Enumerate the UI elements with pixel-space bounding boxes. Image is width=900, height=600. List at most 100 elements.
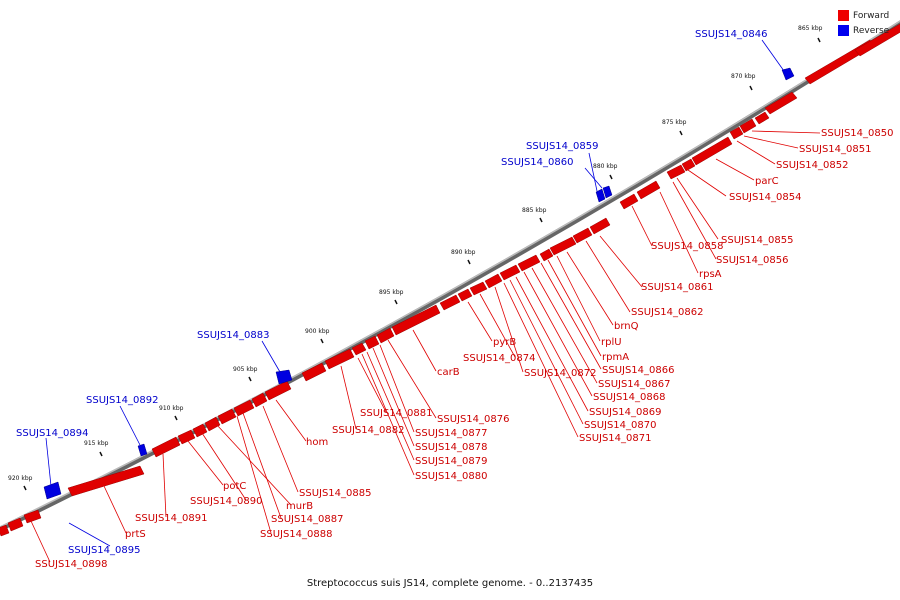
forward-gene-block [539,248,554,262]
forward-gene-label: SSUJS14_0876 [437,414,510,425]
forward-gene-block [364,335,380,350]
forward-gene-block [7,517,24,532]
forward-gene-label: SSUJS14_0855 [721,235,794,246]
forward-swatch [838,10,849,21]
genome-backbone-highlight [0,20,900,528]
forward-gene-block [376,327,395,344]
forward-gene-label: SSUJS14_0882 [332,425,405,436]
reverse-gene-block [43,481,62,500]
genome-backbone [0,20,900,532]
forward-gene-block [192,423,208,438]
forward-gene-block [666,164,686,180]
kbp-tick-mark [539,217,543,223]
forward-gene-label: SSUJS14_0851 [799,144,872,155]
forward-gene-block [457,288,473,302]
forward-gene-label: SSUJS14_0888 [260,529,333,540]
kbp-tick-label: 875 kbp [662,119,687,126]
forward-gene-label: SSUJS14_0850 [821,128,894,139]
forward-gene-label: SSUJS14_0852 [776,160,849,171]
kbp-tick-mark [394,299,398,305]
forward-gene-block [439,294,461,311]
kbp-tick-label: 890 kbp [451,249,476,256]
forward-gene-block [484,273,503,289]
forward-gene-label: SSUJS14_0880 [415,471,488,482]
kbp-tick-mark [248,376,252,382]
kbp-tick-label: 915 kbp [84,440,109,447]
kbp-tick-label: 905 kbp [233,366,258,373]
forward-gene-block [251,392,268,408]
kbp-tick-label: 885 kbp [522,207,547,214]
forward-gene-label: rpmA [602,352,629,363]
forward-gene-label: SSUJS14_0858 [651,241,724,252]
forward-gene-block [217,408,237,425]
forward-gene-label: rpsA [699,269,722,280]
kbp-tick-mark [679,130,683,136]
forward-gene-block [739,118,757,134]
forward-gene-block [177,429,196,445]
kbp-tick-label: 870 kbp [731,73,756,80]
forward-gene-label: SSUJS14_0887 [271,514,344,525]
kbp-tick-mark [23,485,27,491]
forward-gene-label: SSUJS14_0898 [35,559,108,570]
forward-gene-label: SSUJS14_0862 [631,307,704,318]
forward-gene-label: SSUJS14_0872 [524,368,597,379]
forward-gene-block [351,342,367,356]
reverse-gene-label: SSUJS14_0883 [197,330,270,341]
forward-gene-label: SSUJS14_0871 [579,433,652,444]
forward-gene-label: SSUJS14_0891 [135,513,208,524]
kbp-tick-mark [99,451,103,457]
forward-gene-block [499,264,521,281]
forward-gene-block [23,509,42,524]
forward-gene-label: brnQ [614,321,639,332]
reverse-gene-block [781,67,795,81]
forward-gene-block [0,524,10,537]
forward-gene-label: SSUJS14_0878 [415,442,488,453]
forward-gene-block [754,111,770,125]
forward-gene-block [517,254,541,272]
forward-gene-block [233,399,255,417]
reverse-gene-block [602,185,613,199]
forward-gene-label: rplU [601,337,622,348]
forward-gene-label: SSUJS14_0867 [598,379,671,390]
legend: Forward Reverse [838,8,900,38]
reverse-gene-block [595,188,606,203]
forward-gene-label: SSUJS14_0869 [589,407,662,418]
forward-gene-block [324,348,355,370]
forward-gene-label: SSUJS14_0879 [415,456,488,467]
forward-gene-block [391,304,441,336]
legend-item-reverse: Reverse [838,23,900,38]
forward-gene-block [636,180,661,200]
reverse-swatch [838,25,849,36]
forward-gene-label: SSUJS14_0854 [729,192,802,203]
forward-gene-label: SSUJS14_0881 [360,408,433,419]
forward-gene-label: SSUJS14_0890 [190,496,263,507]
kbp-tick-label: 920 kbp [8,475,33,482]
forward-gene-label: prtS [125,529,146,540]
forward-gene-label: potC [223,481,246,492]
legend-label: Reverse [853,25,890,36]
legend-label: Forward [853,10,890,21]
forward-gene-label: SSUJS14_0856 [716,255,789,266]
reverse-gene-block [275,369,293,385]
forward-gene-block [469,281,488,296]
forward-gene-block [204,416,221,432]
forward-gene-block [264,380,292,401]
forward-gene-label: murB [286,501,313,512]
reverse-gene-label: SSUJS14_0859 [526,141,599,152]
forward-gene-block [67,465,145,497]
kbp-tick-mark [817,37,821,43]
forward-gene-label: hom [306,437,328,448]
forward-gene-label: parC [755,176,779,187]
forward-gene-block [572,227,593,244]
kbp-tick-mark [467,259,471,265]
kbp-tick-mark [609,174,613,180]
legend-item-forward: Forward [838,8,900,23]
forward-gene-label: carB [437,367,460,378]
kbp-tick-label: 900 kbp [305,328,330,335]
kbp-tick-label: 895 kbp [379,289,404,296]
forward-gene-block [764,91,798,115]
forward-gene-block [729,126,744,140]
kbp-tick-mark [320,338,324,344]
forward-gene-label: SSUJS14_0870 [584,420,657,431]
forward-gene-block [151,436,181,458]
